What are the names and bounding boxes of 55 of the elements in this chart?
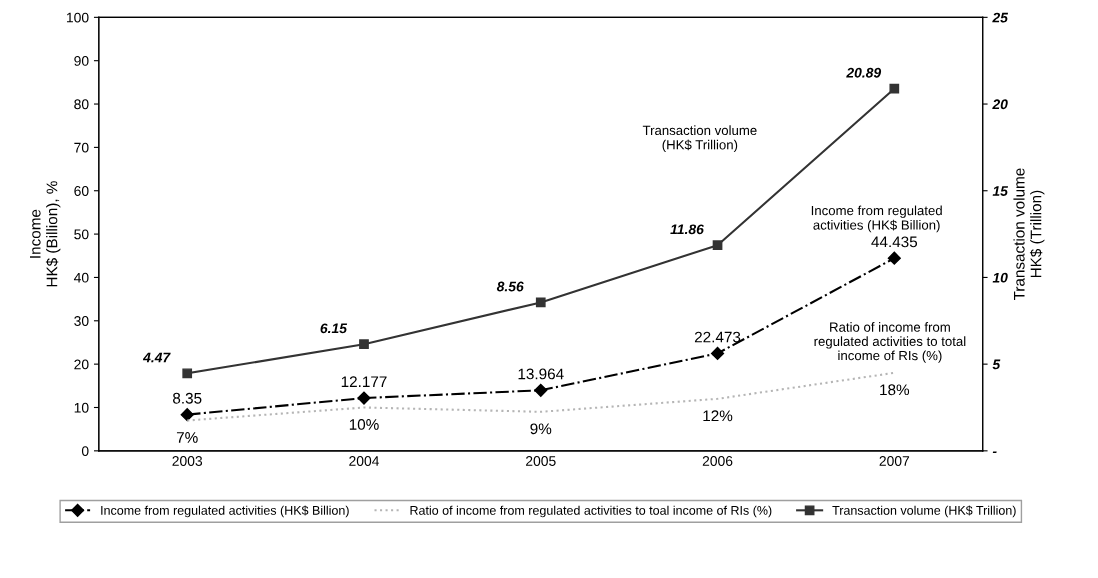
data-label: 18% bbox=[880, 384, 910, 396]
y-axis-title: Income HK$ (Billion), % bbox=[29, 181, 61, 287]
x-tick-label: 2005 bbox=[526, 456, 556, 466]
x-tick-label: 2006 bbox=[702, 456, 733, 466]
y-tick-label: 50 bbox=[74, 229, 89, 240]
y-tick-label: 30 bbox=[74, 316, 89, 326]
y2-tick-label: 15 bbox=[992, 186, 1009, 196]
point bbox=[889, 83, 900, 94]
data-label: 4.47 bbox=[142, 352, 171, 363]
x-tick-label: 2003 bbox=[172, 456, 203, 466]
annotation: Income from regulated activities (HK$ Billion) bbox=[811, 205, 942, 233]
legend-label: Transaction volume (HK$ Trillion) bbox=[832, 505, 1016, 518]
data-label: 22.473 bbox=[694, 331, 741, 343]
y-tick-label: 100 bbox=[66, 12, 89, 23]
y-tick-label: 0 bbox=[81, 446, 89, 457]
annotation: Ratio of income from regulated activities to total income of RIs (%) bbox=[814, 322, 966, 363]
y2-tick-label: 25 bbox=[992, 12, 1009, 23]
data-label: 11.86 bbox=[670, 224, 704, 235]
y2-tick-label: 10 bbox=[992, 272, 1008, 283]
y-tick-label: 10 bbox=[74, 402, 89, 413]
data-label: 20.89 bbox=[846, 67, 882, 78]
annotation: Transaction volume (HK$ Trillion) bbox=[642, 125, 757, 153]
point bbox=[712, 240, 723, 251]
y-tick-label: 80 bbox=[74, 99, 89, 110]
point bbox=[710, 346, 725, 361]
data-label: 12.177 bbox=[341, 376, 387, 387]
y-tick-label: 60 bbox=[74, 186, 89, 196]
point bbox=[180, 408, 194, 422]
y2-tick-label: 5 bbox=[992, 359, 1001, 370]
y-tick-label: 20 bbox=[74, 359, 89, 370]
legend-label: Income from regulated activities (HK$ Billion) bbox=[101, 505, 349, 518]
data-label: 6.15 bbox=[320, 323, 348, 334]
data-label: 44.435 bbox=[871, 236, 918, 248]
legend-label: Ratio of income from regulated activities to toal income of RIs (%) bbox=[410, 505, 772, 518]
data-label: 8.35 bbox=[173, 392, 202, 404]
data-label: 12% bbox=[703, 410, 733, 422]
point bbox=[357, 391, 371, 405]
data-label: 13.964 bbox=[518, 368, 564, 380]
y2-tick-label: - bbox=[992, 451, 997, 454]
y-tick-label: 40 bbox=[73, 272, 89, 283]
point bbox=[182, 368, 193, 379]
point bbox=[534, 383, 548, 397]
data-label: 7% bbox=[176, 432, 198, 443]
y2-tick-label: 20 bbox=[992, 99, 1008, 110]
data-label: 9% bbox=[530, 423, 552, 435]
y2-axis-title: Transaction volume HK$ (Trillion) bbox=[1013, 168, 1045, 301]
data-label: 10% bbox=[349, 419, 379, 430]
y-tick-label: 90 bbox=[74, 56, 89, 66]
data-label: 8.56 bbox=[496, 281, 524, 292]
point bbox=[887, 251, 901, 265]
point bbox=[359, 339, 369, 350]
x-tick-label: 2004 bbox=[349, 456, 380, 466]
point bbox=[535, 297, 546, 308]
y-tick-label: 70 bbox=[74, 142, 89, 153]
x-tick-label: 2007 bbox=[879, 456, 910, 466]
